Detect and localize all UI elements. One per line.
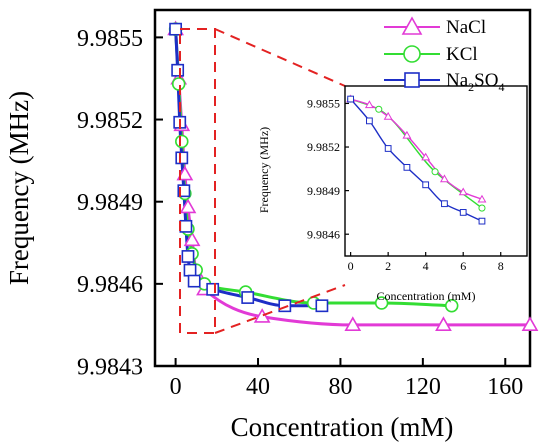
inset-point-nacl [477,194,487,203]
main-y-axis: 9.9843 9.9846 9.9849 9.9852 9.9855 [77,26,163,380]
inset-x-tick-label: 4 [423,259,429,273]
main-point-na2so4 [206,282,220,296]
inset-point-na2so4 [459,209,467,216]
inset-point-na2so4 [403,163,411,171]
main-point-kcl [175,134,189,149]
zoom-region-box [179,28,216,334]
legend-label-nacl: NaCl [446,17,486,38]
main-point-kcl [374,296,389,310]
inset-point-nacl [364,100,374,109]
main-x-tick-label: 160 [487,374,523,400]
main-y-tick-label: 9.9846 [77,272,143,298]
main-point-nacl [344,316,362,331]
inset-x-tick-label: 6 [460,259,466,273]
inset-y-tick-label: 9.9846 [307,227,340,241]
legend-label-na2so4-part: Na [446,70,469,91]
inset-y-tick-label: 9.9849 [307,184,340,198]
main-point-nacl [176,165,194,181]
inset-y-tick-label: 9.9855 [307,97,340,111]
main-point-nacl [435,316,452,331]
main-plot: 0 40 80 120 160 9.98439.98469.98499.98529.98… [4,8,539,442]
main-point-na2so4 [169,22,183,36]
inset-point-na2so4 [441,200,448,208]
main-point-na2so4 [278,299,292,313]
legend-marker-kcl [403,45,421,63]
legend-marker-na2so4 [404,72,420,88]
zoom-connector-bottom [214,284,346,334]
legend-entry-na2so4: Na2SO4 [384,70,504,94]
inset-x-tick-label: 0 [348,259,354,273]
inset-plot: 0 2 4 6 8 9.9846 9.9849 9.9852 9.9855 Concentra… [257,85,528,303]
legend-label-kcl: KCl [446,44,478,65]
main-point-na2so4 [181,250,195,263]
inset-point-kcl [478,204,486,212]
main-point-na2so4 [241,291,255,304]
main-y-tick-label: 9.9849 [77,190,143,216]
inset-point-nacl [439,174,449,183]
legend-label-na2so4: Na2SO4 [446,70,504,94]
inset-x-axis: 0 2 4 6 8 [348,252,504,273]
legend-label-na2so4-sub2: 4 [498,80,504,94]
main-y-tick-label: 9.9852 [77,108,143,134]
main-point-na2so4 [171,63,185,77]
inset-point-nacl [383,111,393,120]
inset-point-kcl [375,105,383,113]
inset-point-kcl [431,168,439,176]
main-point-na2so4 [187,274,201,288]
inset-x-tick-label: 8 [498,259,504,273]
zoom-indicator [179,28,346,334]
main-point-na2so4 [175,151,189,165]
inset-point-nacl [402,130,412,139]
inset-series-markers [346,94,487,225]
inset-point-nacl [458,187,468,196]
main-point-na2so4 [183,263,197,277]
legend-entry-kcl: KCl [384,44,478,65]
inset-point-na2so4 [422,181,430,189]
inset-y-axis: 9.9846 9.9849 9.9852 9.9855 [307,97,349,241]
inset-point-na2so4 [478,217,486,225]
main-point-nacl [253,308,271,323]
inset-point-nacl [421,152,431,161]
main-y-tick-label: 9.9843 [77,354,143,380]
inset-background [345,86,527,285]
inset-x-axis-label: Concentration (mM) [377,289,476,303]
main-x-tick-label: 120 [405,374,441,400]
legend: NaCl KCl Na2SO4 [384,16,504,94]
inset-x-tick-label: 2 [385,259,391,273]
legend-entry-nacl: NaCl [384,16,486,38]
legend-label-na2so4-sub1: 2 [468,80,474,94]
main-y-tick-label: 9.9855 [77,26,143,52]
legend-marker-nacl [401,16,423,35]
inset-plot-frame [344,85,528,257]
inset-y-axis-label: Frequency (MHz) [257,127,271,213]
main-x-tick-label: 80 [328,374,352,400]
main-point-nacl [179,198,197,214]
inset-point-na2so4 [347,95,355,103]
main-x-tick-label: 40 [246,374,270,400]
legend-label-na2so4-part2: SO [474,70,498,91]
main-y-axis-label: Frequency (MHz) [4,91,34,285]
main-point-nacl [183,231,201,247]
main-x-axis: 0 40 80 120 160 [170,358,523,400]
main-point-na2so4 [315,299,329,313]
main-point-kcl [171,77,186,91]
inset-point-na2so4 [366,117,373,125]
main-x-tick-label: 0 [170,374,182,400]
main-point-nacl [521,316,539,331]
main-point-kcl [444,299,459,313]
main-point-na2so4 [179,219,193,233]
inset-point-na2so4 [384,145,392,152]
zoom-connector-top [214,28,346,87]
inset-y-tick-label: 9.9852 [307,140,340,154]
main-point-na2so4 [177,184,191,198]
main-series-markers [167,20,539,331]
main-plot-frame [153,8,532,368]
main-x-axis-label: Concentration (mM) [231,412,454,442]
